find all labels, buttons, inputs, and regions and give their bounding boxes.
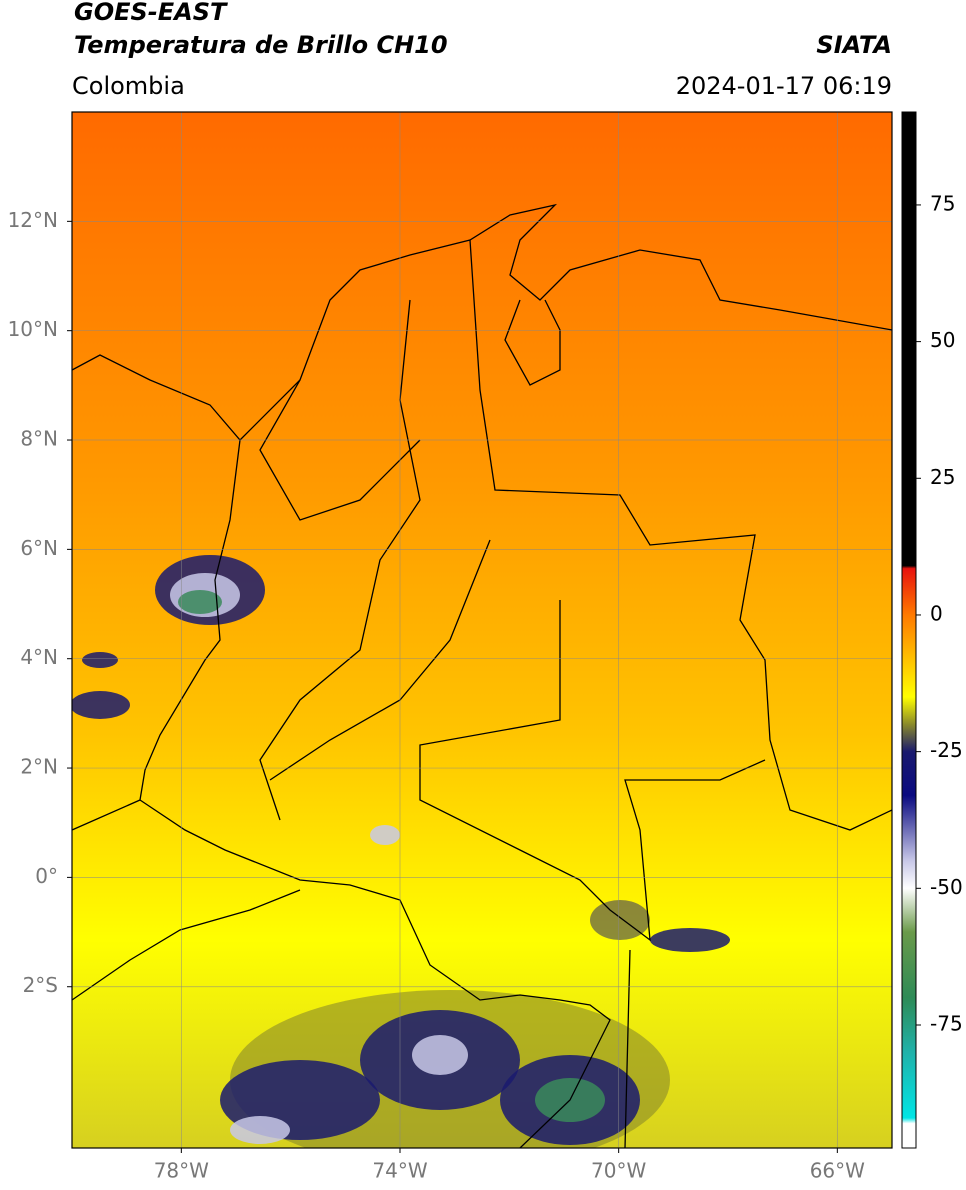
source: SIATA	[816, 31, 892, 59]
colorbar-tick-label: 50	[930, 328, 955, 352]
y-tick-label: 6°N	[20, 536, 58, 560]
map-frame	[71, 111, 893, 1149]
colorbar-tick-label: 0	[930, 601, 943, 625]
colorbar	[901, 111, 917, 1149]
y-tick-label: 2°S	[23, 973, 58, 997]
title-line1: GOES-EAST	[74, 0, 228, 26]
x-tick-label: 78°W	[154, 1159, 209, 1183]
x-tick-label: 66°W	[810, 1159, 865, 1183]
imagery	[72, 112, 892, 1148]
x-tick-label: 70°W	[591, 1159, 646, 1183]
title-line2: Temperatura de Brillo CH10	[74, 31, 448, 59]
y-tick-label: 0°	[35, 864, 58, 888]
y-tick-label: 12°N	[8, 208, 58, 232]
colorbar-tick-label: -75	[930, 1011, 963, 1035]
colorbar-tick-label: 25	[930, 465, 955, 489]
colorbar-tick-label: -25	[930, 738, 963, 762]
datetime: 2024-01-17 06:19	[676, 72, 892, 100]
region: Colombia	[72, 72, 185, 100]
y-tick-label: 10°N	[8, 317, 58, 341]
grid	[72, 112, 892, 1148]
y-tick-label: 8°N	[20, 427, 58, 451]
x-tick-label: 74°W	[372, 1159, 427, 1183]
colorbar-tick-label: -50	[930, 875, 963, 899]
background	[72, 112, 892, 1148]
y-tick-label: 2°N	[20, 755, 58, 779]
colorbar-tick-label: 75	[930, 191, 955, 215]
borders	[72, 203, 892, 1148]
y-tick-label: 4°N	[20, 645, 58, 669]
